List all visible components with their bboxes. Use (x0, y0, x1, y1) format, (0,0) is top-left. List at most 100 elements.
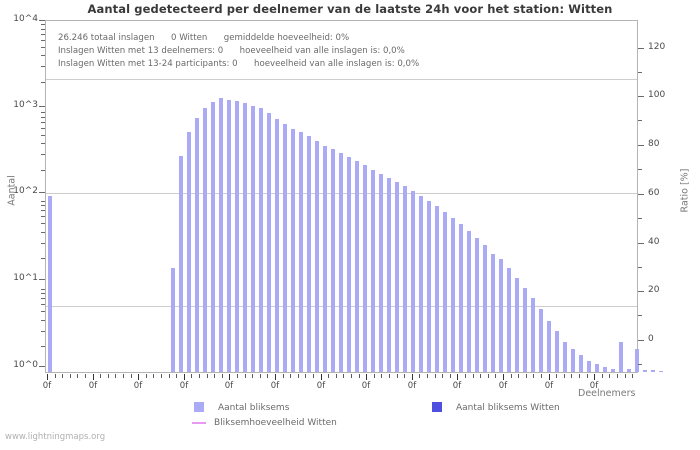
x-axis-tick (587, 374, 588, 378)
x-axis-major-tick (594, 374, 595, 380)
bar (267, 113, 271, 372)
bar (315, 141, 319, 372)
x-axis-major-tick (184, 374, 185, 380)
x-axis-tick (351, 374, 352, 378)
y-axis-left-minor-tick (41, 243, 45, 244)
x-axis-tick-label: 0f (316, 381, 326, 391)
y-axis-right-tick (638, 194, 644, 195)
x-axis-tick (336, 374, 337, 378)
bar (595, 364, 599, 372)
bar (211, 102, 215, 372)
x-axis-major-tick (275, 374, 276, 380)
y-axis-left-minor-tick (41, 112, 45, 113)
x-axis-tick-label: 0f (498, 381, 508, 391)
y-axis-left-minor-tick (41, 201, 45, 202)
x-axis-tick (199, 374, 200, 378)
x-axis-tick-label: 0f (179, 381, 189, 391)
x-axis-tick (488, 374, 489, 378)
x-axis-tick (123, 374, 124, 378)
bar (339, 153, 343, 372)
x-axis-tick (617, 374, 618, 378)
y-axis-left-minor-tick (41, 128, 45, 129)
y-axis-right-minor-tick (638, 364, 642, 365)
x-axis-tick (427, 374, 428, 378)
y-axis-right-tick (638, 145, 644, 146)
x-axis-tick-label: 0f (589, 381, 599, 391)
y-axis-left-minor-tick (41, 24, 45, 25)
y-axis-right-tick (638, 340, 644, 341)
x-axis-tick (108, 374, 109, 378)
bar (219, 98, 223, 372)
y-axis-right-minor-tick (638, 218, 642, 219)
bar (227, 100, 231, 372)
y-axis-left-minor-tick (41, 34, 45, 35)
bar (243, 103, 247, 372)
bar (587, 361, 591, 372)
x-axis-tick (146, 374, 147, 378)
y-axis-left-minor-tick (41, 210, 45, 211)
gridline-0 (46, 79, 637, 80)
x-axis-tick (625, 374, 626, 378)
bar (395, 182, 399, 372)
x-axis-tick (404, 374, 405, 378)
y-axis-right-tick (638, 48, 644, 49)
y-axis-right-tick (638, 96, 644, 97)
legend-swatch (194, 402, 204, 412)
bar (467, 231, 471, 372)
bar (331, 149, 335, 372)
x-axis-tick (115, 374, 116, 378)
x-axis-tick (169, 374, 170, 378)
x-axis-tick (290, 374, 291, 378)
x-axis-tick (222, 374, 223, 378)
bar (651, 370, 655, 372)
bar (643, 370, 647, 372)
x-axis-tick (397, 374, 398, 378)
x-axis-tick (533, 374, 534, 378)
bar (323, 146, 327, 372)
x-axis-tick (526, 374, 527, 378)
x-axis-tick (473, 374, 474, 378)
y-axis-right-minor-tick (638, 72, 642, 73)
x-axis-tick-label: 0f (42, 381, 52, 391)
x-axis-tick (100, 374, 101, 378)
bar (451, 218, 455, 372)
y-axis-right-title: Ratio [%] (679, 168, 691, 213)
x-axis-tick (374, 374, 375, 378)
y-axis-left-minor-tick (41, 154, 45, 155)
x-axis-tick (419, 374, 420, 378)
x-axis-tick (480, 374, 481, 378)
bar (419, 196, 423, 372)
bar (435, 206, 439, 372)
x-axis-tick (153, 374, 154, 378)
bar (371, 170, 375, 372)
x-axis-tick (442, 374, 443, 378)
bar (259, 108, 263, 372)
x-axis-tick (632, 374, 633, 378)
legend-line-marker (192, 422, 206, 424)
x-axis-tick-label: 0f (407, 381, 417, 391)
y-axis-right-minor-tick (638, 267, 642, 268)
x-axis-major-tick (138, 374, 139, 380)
x-axis-tick (77, 374, 78, 378)
bar (499, 259, 503, 372)
bar (547, 321, 551, 372)
x-axis-tick (176, 374, 177, 378)
x-axis-major-tick (229, 374, 230, 380)
x-axis-tick (85, 374, 86, 378)
bar (427, 201, 431, 372)
y-axis-left-tick-label: 10^1 (13, 273, 38, 283)
bar (179, 156, 183, 372)
y-axis-left-minor-tick (41, 66, 45, 67)
x-axis-tick (465, 374, 466, 378)
bar (531, 298, 535, 372)
x-axis-tick (260, 374, 261, 378)
bar (563, 342, 567, 372)
y-axis-left-minor-tick (41, 293, 45, 294)
y-axis-left-minor-tick (41, 122, 45, 123)
y-axis-left-tick (39, 366, 45, 367)
x-axis-tick (564, 374, 565, 378)
x-axis-tick-label: 0f (270, 381, 280, 391)
x-axis-major-tick (321, 374, 322, 380)
y-axis-left-minor-tick (41, 232, 45, 233)
